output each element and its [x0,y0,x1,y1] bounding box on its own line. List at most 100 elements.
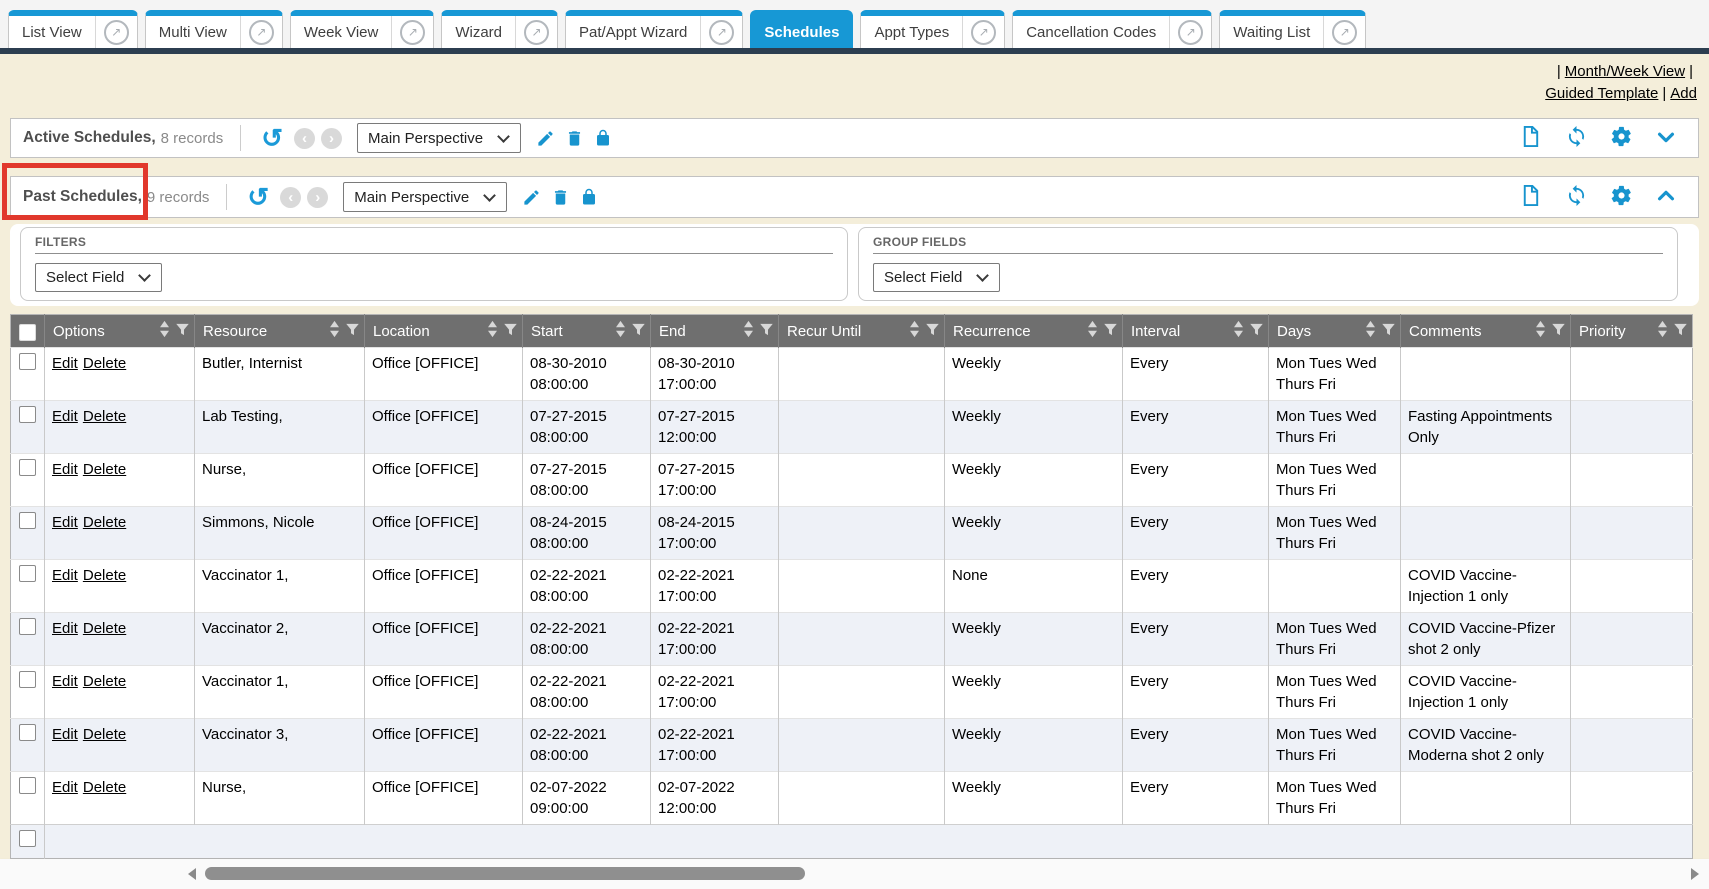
tab-pat-appt-wizard[interactable]: Pat/Appt Wizard ↗ [565,10,744,48]
row-checkbox[interactable] [19,618,36,635]
sort-icon[interactable] [909,320,920,342]
column-header-priority[interactable]: Priority [1570,314,1693,348]
row-checkbox[interactable] [19,512,36,529]
filter-icon[interactable] [925,322,940,341]
open-new-window-icon[interactable]: ↗ [400,19,426,45]
filters-field-select[interactable]: Select Field [35,263,163,292]
tab-week-view[interactable]: Week View ↗ [289,10,435,48]
delete-link[interactable]: Delete [82,779,127,796]
filter-icon[interactable] [631,322,646,341]
collapse-chevron-up-icon[interactable] [1655,185,1677,207]
filter-icon[interactable] [1103,322,1118,341]
row-checkbox[interactable] [19,830,36,847]
column-header-options[interactable]: Options [44,314,195,348]
sort-icon[interactable] [1535,320,1546,342]
collapse-chevron-down-icon[interactable] [1655,126,1677,148]
delete-trash-icon[interactable] [565,129,584,148]
open-new-window-icon[interactable]: ↗ [248,19,274,45]
guided-template-link[interactable]: Guided Template [1545,85,1659,102]
undo-icon[interactable]: ↺ [261,125,286,151]
horizontal-scrollbar[interactable] [0,859,1709,889]
column-header-comments[interactable]: Comments [1400,314,1571,348]
settings-gear-icon[interactable] [1610,125,1633,148]
sort-icon[interactable] [329,320,340,342]
tab-schedules[interactable]: Schedules [750,10,854,48]
refresh-icon[interactable] [1565,184,1588,207]
sort-icon[interactable] [487,320,498,342]
filter-icon[interactable] [175,322,190,341]
next-button[interactable]: › [307,186,329,208]
perspective-select[interactable]: Main Perspective [357,123,522,153]
delete-link[interactable]: Delete [82,514,127,531]
select-all-checkbox[interactable] [19,324,36,341]
delete-link[interactable]: Delete [82,726,127,743]
column-header-resource[interactable]: Resource [194,314,365,348]
filter-icon[interactable] [1673,322,1688,341]
open-new-window-icon[interactable]: ↗ [971,19,997,45]
next-button[interactable]: › [321,127,342,149]
column-header-recurrence[interactable]: Recurrence [944,314,1123,348]
edit-pencil-icon[interactable] [522,188,541,207]
filter-icon[interactable] [503,322,518,341]
delete-trash-icon[interactable] [551,188,570,207]
settings-gear-icon[interactable] [1610,184,1633,207]
tab-multi-view[interactable]: Multi View ↗ [144,10,283,48]
filter-icon[interactable] [1249,322,1264,341]
tab-cancellation-codes[interactable]: Cancellation Codes ↗ [1012,10,1213,48]
delete-link[interactable]: Delete [82,620,127,637]
column-header-start[interactable]: Start [522,314,651,348]
filter-icon[interactable] [1381,322,1396,341]
delete-link[interactable]: Delete [82,408,127,425]
row-checkbox[interactable] [19,353,36,370]
delete-link[interactable]: Delete [82,567,127,584]
sort-icon[interactable] [1657,320,1668,342]
sort-icon[interactable] [159,320,170,342]
row-checkbox[interactable] [19,565,36,582]
row-checkbox[interactable] [19,459,36,476]
column-header-recur-until[interactable]: Recur Until [778,314,945,348]
tab-list-view[interactable]: List View ↗ [8,10,138,48]
edit-link[interactable]: Edit [52,779,78,796]
sort-icon[interactable] [1233,320,1244,342]
sort-icon[interactable] [1365,320,1376,342]
delete-link[interactable]: Delete [82,355,127,372]
column-header-end[interactable]: End [650,314,779,348]
row-checkbox[interactable] [19,671,36,688]
delete-link[interactable]: Delete [82,673,127,690]
open-new-window-icon[interactable]: ↗ [524,19,550,45]
filter-icon[interactable] [759,322,774,341]
edit-pencil-icon[interactable] [536,129,555,148]
refresh-icon[interactable] [1565,125,1588,148]
sort-icon[interactable] [615,320,626,342]
edit-link[interactable]: Edit [52,461,78,478]
filter-icon[interactable] [1551,322,1566,341]
column-header-days[interactable]: Days [1268,314,1401,348]
prev-button[interactable]: ‹ [280,186,302,208]
delete-link[interactable]: Delete [82,461,127,478]
edit-link[interactable]: Edit [52,726,78,743]
new-document-icon[interactable] [1519,184,1542,207]
open-new-window-icon[interactable]: ↗ [709,19,735,45]
edit-link[interactable]: Edit [52,514,78,531]
column-header-location[interactable]: Location [364,314,523,348]
undo-icon[interactable]: ↺ [247,184,272,210]
perspective-select[interactable]: Main Perspective [343,182,508,212]
row-checkbox[interactable] [19,724,36,741]
lock-icon[interactable] [594,129,612,147]
open-new-window-icon[interactable]: ↗ [1332,19,1358,45]
row-checkbox[interactable] [19,406,36,423]
open-new-window-icon[interactable]: ↗ [103,19,129,45]
row-checkbox[interactable] [19,777,36,794]
edit-link[interactable]: Edit [52,567,78,584]
group-field-select[interactable]: Select Field [873,263,1001,292]
prev-button[interactable]: ‹ [294,127,315,149]
scroll-left-arrow-icon[interactable] [188,868,196,880]
edit-link[interactable]: Edit [52,673,78,690]
open-new-window-icon[interactable]: ↗ [1178,19,1204,45]
tab-wizard[interactable]: Wizard ↗ [441,10,559,48]
month-week-view-link[interactable]: Month/Week View [1564,63,1686,80]
column-header-interval[interactable]: Interval [1122,314,1269,348]
edit-link[interactable]: Edit [52,355,78,372]
sort-icon[interactable] [1087,320,1098,342]
tab-waiting-list[interactable]: Waiting List ↗ [1219,10,1367,48]
